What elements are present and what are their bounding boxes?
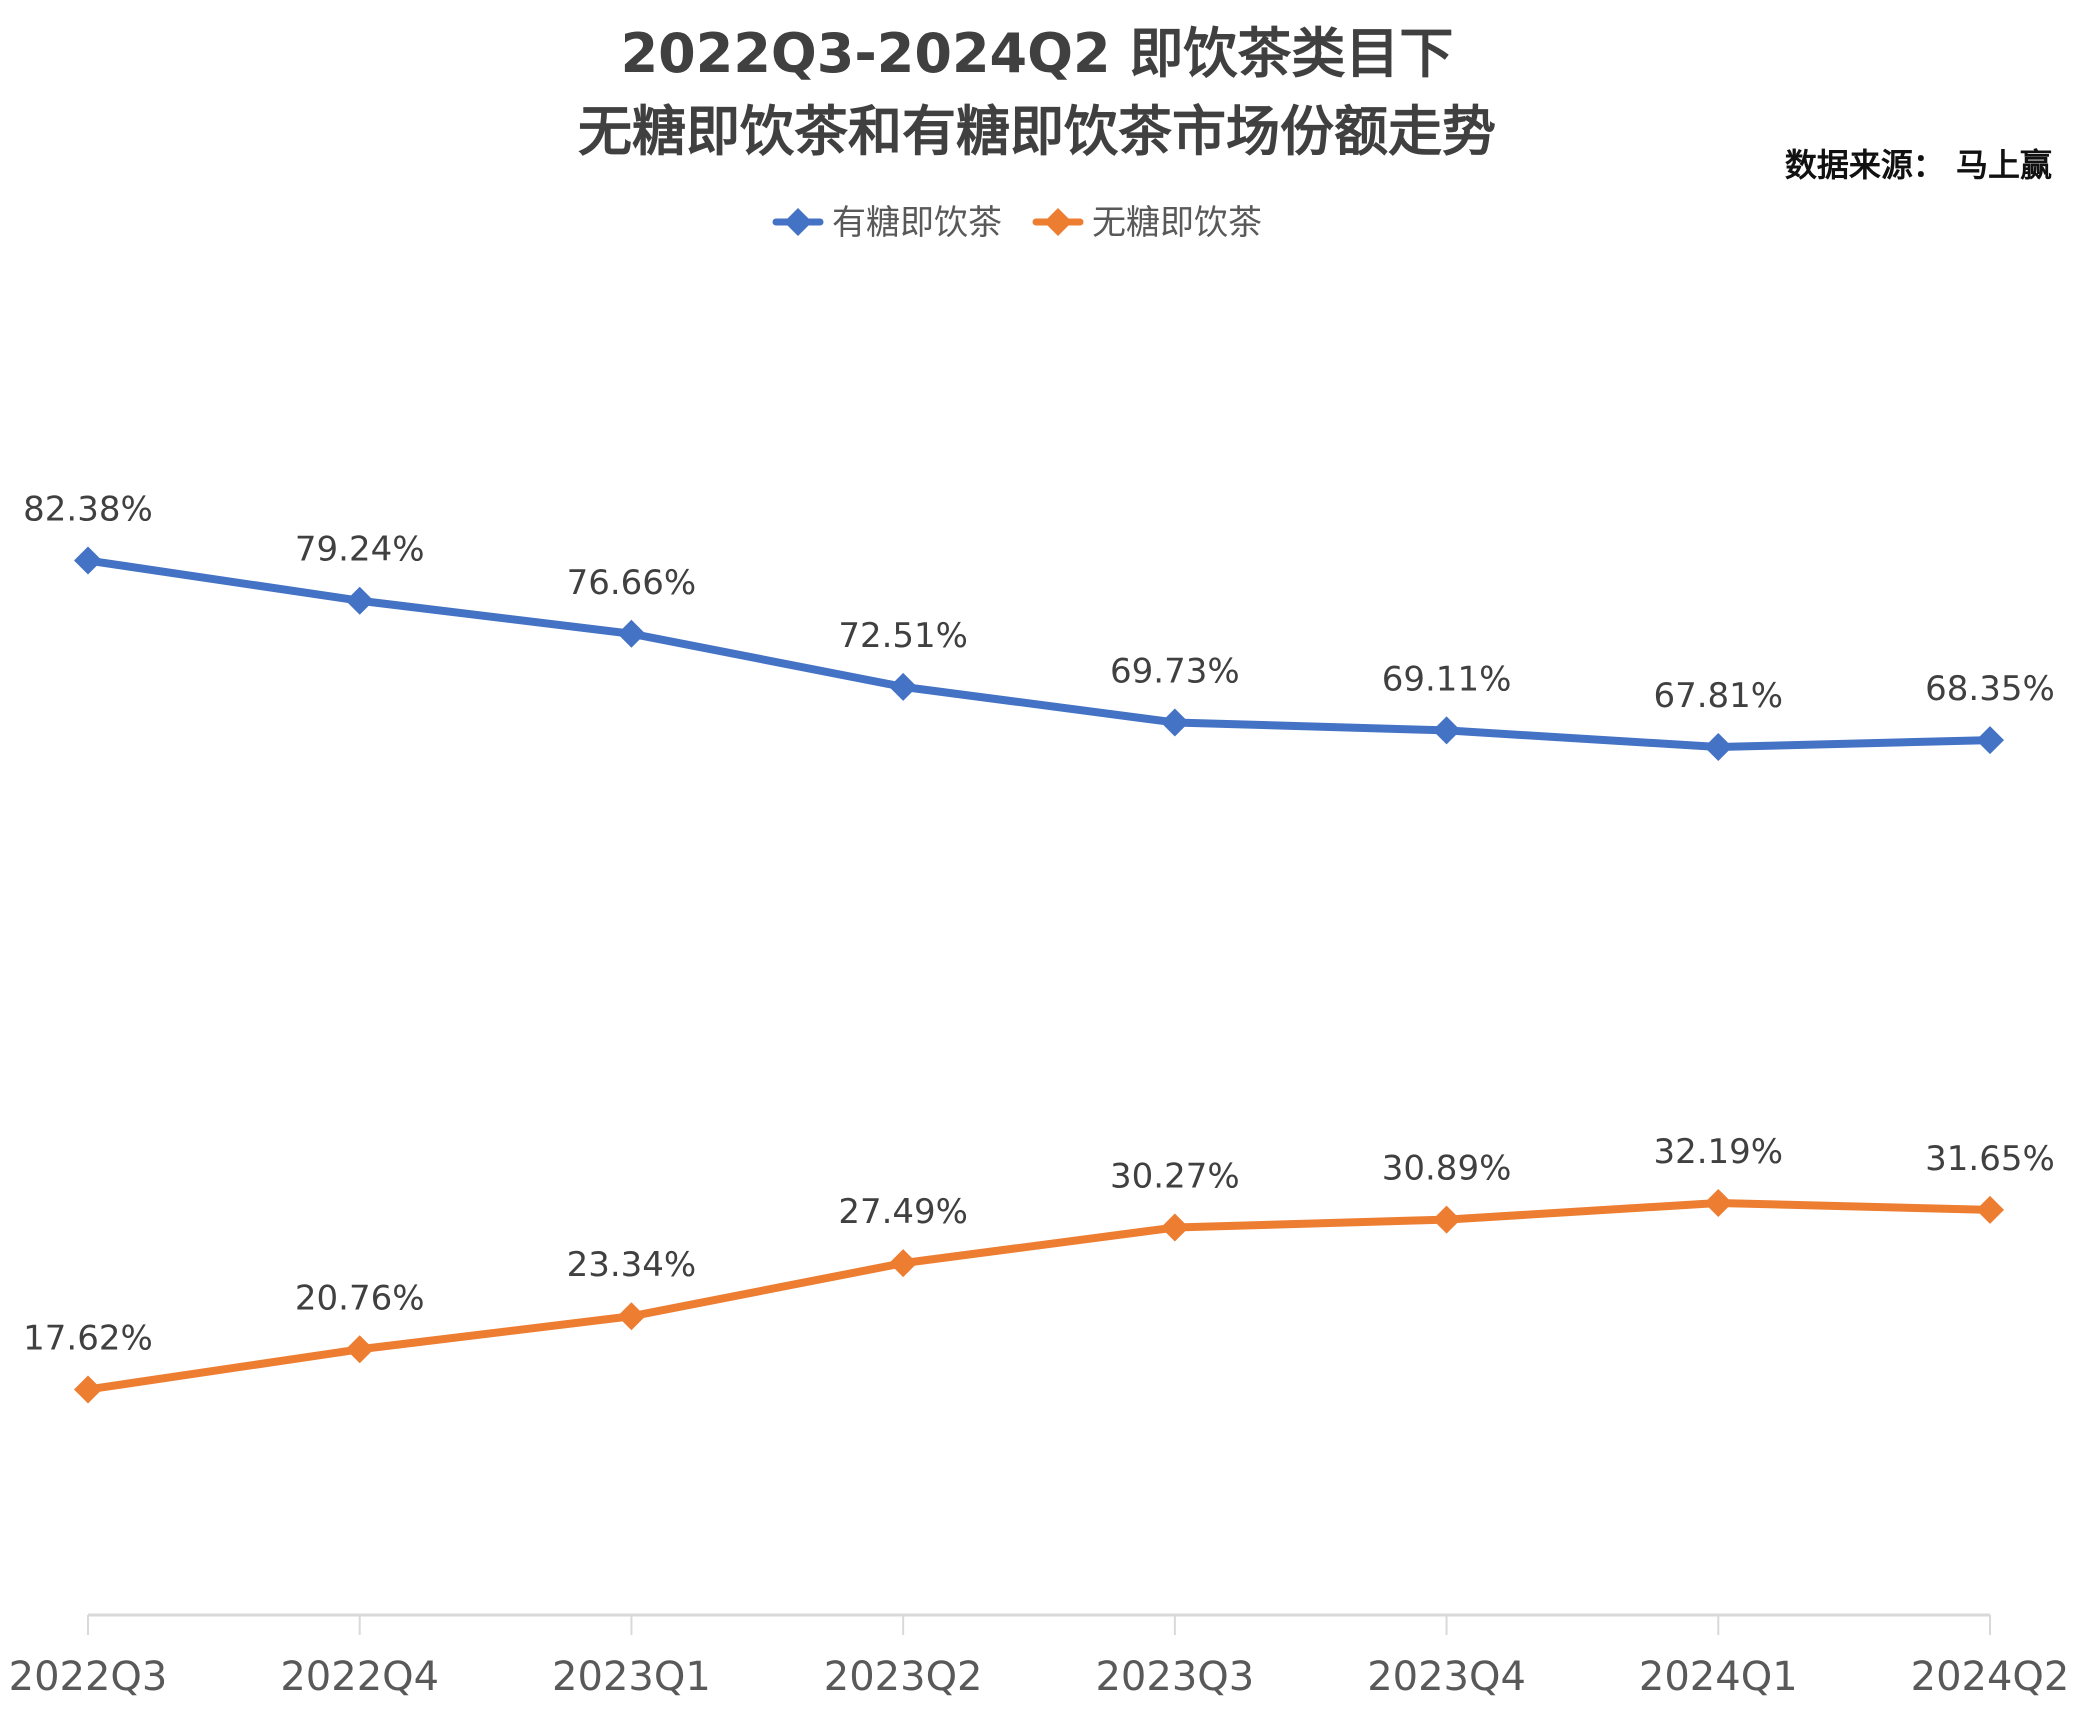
legend-label-1: 无糖即饮茶 [1092,203,1262,243]
data-point-diamond-icon [889,1249,918,1278]
data-point-diamond-icon [1432,1205,1461,1234]
data-label: 23.34% [567,1245,697,1285]
data-label: 17.62% [23,1318,153,1358]
x-tick-label: 2023Q2 [824,1654,983,1700]
series-line-1 [87,1198,1991,1394]
data-label: 20.76% [295,1278,425,1318]
data-point-diamond-icon [1160,1213,1189,1242]
data-label: 30.27% [1110,1157,1240,1197]
data-label: 32.19% [1653,1132,1783,1172]
legend-diamond-icon [784,208,812,236]
x-tick-label: 2023Q4 [1367,1654,1526,1700]
data-label: 72.51% [838,616,968,656]
x-tick-label: 2022Q4 [280,1654,439,1700]
data-label: 68.35% [1925,669,2055,709]
x-tick-label: 2023Q1 [552,1654,711,1700]
data-label: 76.66% [567,563,697,603]
data-label: 27.49% [838,1192,968,1232]
data-source-note: 数据来源： 马上赢 [1784,146,2052,184]
legend-diamond-icon [1044,208,1072,236]
chart-title-line2: 无糖即饮茶和有糖即饮茶市场份额走势 [578,100,1496,163]
x-tick-label: 2023Q3 [1095,1654,1254,1700]
data-label: 30.89% [1382,1149,1512,1189]
data-label: 69.73% [1110,651,1240,691]
data-point-diamond-icon [1160,708,1189,737]
data-point-diamond-icon [74,546,102,575]
data-point-diamond-icon [345,586,374,615]
data-label: 67.81% [1653,676,1783,716]
data-label: 31.65% [1925,1139,2055,1179]
data-point-diamond-icon [889,672,918,701]
data-point-diamond-icon [345,1335,374,1364]
data-point-diamond-icon [1976,1195,2004,1224]
series-line-0 [87,556,1991,752]
x-tick-label: 2024Q1 [1639,1654,1798,1700]
data-point-diamond-icon [1704,733,1733,762]
legend-label-0: 有糖即饮茶 [832,203,1002,243]
data-point-diamond-icon [1976,726,2004,755]
data-point-diamond-icon [1432,716,1461,745]
data-point-diamond-icon [1704,1188,1733,1217]
chart-title-line1: 2022Q3-2024Q2 即饮茶类目下 [620,22,1454,85]
data-label: 79.24% [295,530,425,570]
x-tick-label: 2022Q3 [9,1654,168,1700]
data-label: 82.38% [23,490,153,530]
data-point-diamond-icon [617,1302,646,1331]
data-point-diamond-icon [74,1375,102,1404]
x-tick-label: 2024Q2 [1911,1654,2070,1700]
data-point-diamond-icon [617,619,646,648]
data-label: 69.11% [1382,659,1512,699]
